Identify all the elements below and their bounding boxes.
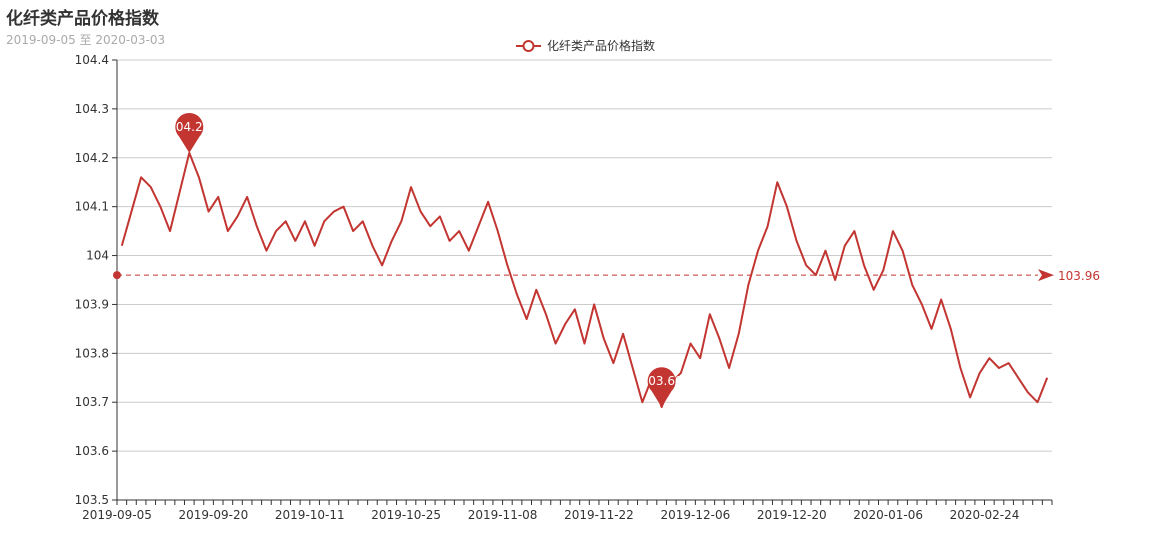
legend[interactable]: 化纤类产品价格指数 [516,38,655,53]
y-tick-label: 103.8 [75,346,109,360]
average-line-arrow [1038,269,1054,282]
chart-title: 化纤类产品价格指数 [6,9,159,29]
x-tick-label: 2020-01-06 [853,508,923,522]
y-tick-label: 104.3 [75,102,109,116]
y-tick-label: 103.6 [75,444,109,458]
y-tick-label: 104 [86,249,109,263]
y-tick-label: 104.2 [75,151,109,165]
y-tick-label: 103.5 [75,493,109,507]
y-tick-label: 103.9 [75,297,109,311]
x-tick-label: 2019-09-05 [82,508,152,522]
x-tick-label: 2019-09-20 [179,508,249,522]
x-tick-label: 2019-10-25 [371,508,441,522]
x-tick-label: 2019-11-22 [564,508,634,522]
x-tick-label: 2019-12-20 [757,508,827,522]
axes: 103.5 103.6 103.7 103.8 103.9 104 104.1 104.2 10… [75,53,1053,522]
legend-label: 化纤类产品价格指数 [547,38,655,53]
y-tick-label: 104.4 [75,53,109,67]
x-tick-label: 2019-10-11 [275,508,345,522]
y-tick-label: 104.1 [75,200,109,214]
x-tick-label: 2019-12-06 [660,508,730,522]
x-tick-label: 2019-11-08 [468,508,538,522]
max-mark-label: 104.21 [168,120,210,134]
min-mark-label: 103.69 [641,374,683,388]
y-tick-label: 103.7 [75,395,109,409]
chart-subtitle: 2019-09-05 至 2020-03-03 [6,33,166,47]
series-line [120,151,1049,409]
mark-layer: 103.96 104.21 103.69 [113,112,1100,408]
legend-marker-icon [522,40,535,52]
max-mark-pin [175,112,204,153]
average-line-label: 103.96 [1058,269,1100,283]
x-tick-label: 2020-02-24 [950,508,1020,522]
min-mark-pin [647,367,676,408]
series-layer [120,151,1049,409]
